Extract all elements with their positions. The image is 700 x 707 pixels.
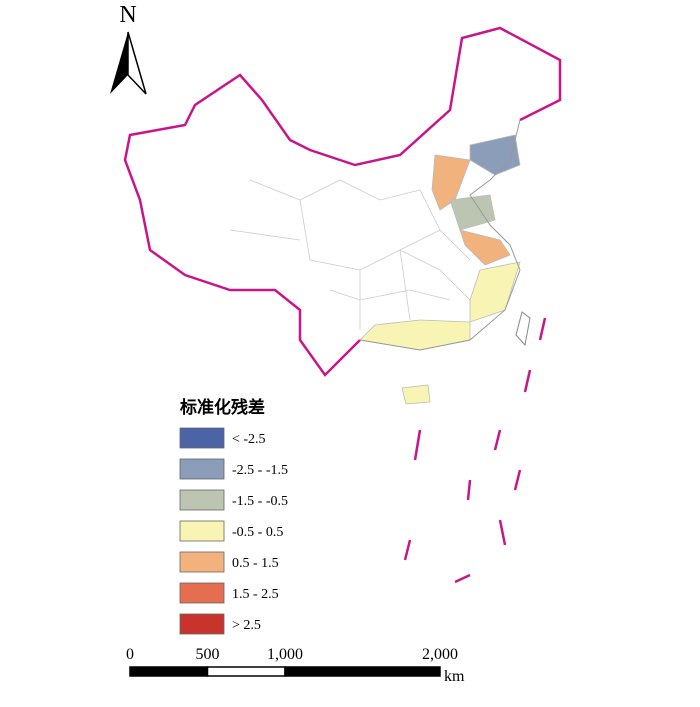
legend: 标准化残差 < -2.5 -2.5 - -1.5 -1.5 - -0.5 -0.5 -…	[179, 397, 288, 635]
legend-swatch	[179, 520, 225, 542]
north-arrow: N	[110, 2, 147, 95]
legend-title: 标准化残差	[180, 397, 265, 418]
legend-swatch	[179, 458, 225, 480]
country	[123, 26, 562, 584]
legend-swatch	[179, 582, 225, 604]
scale-bar: 0 500 1,000 2,000 km	[126, 646, 465, 685]
legend-swatch	[179, 613, 225, 635]
scale-segment	[284, 666, 441, 677]
scale-label: 0	[126, 646, 134, 663]
legend-label: 0.5 - 1.5	[232, 556, 279, 571]
legend-label: < -2.5	[232, 432, 266, 447]
scale-segment	[206, 666, 286, 677]
scale-label: 1,000	[267, 646, 303, 663]
scale-label: 500	[196, 646, 220, 663]
legend-label: -1.5 - -0.5	[232, 494, 288, 509]
scale-label: 2,000	[422, 646, 458, 663]
legend-swatch	[179, 551, 225, 573]
legend-label: > 2.5	[232, 618, 261, 633]
legend-label: -2.5 - -1.5	[232, 463, 288, 478]
legend-swatch	[179, 489, 225, 511]
scale-unit: km	[444, 668, 465, 685]
scale-segment	[129, 666, 209, 677]
legend-label: 1.5 - 2.5	[232, 587, 279, 602]
legend-swatch	[179, 427, 225, 449]
north-label: N	[119, 2, 136, 28]
legend-label: -0.5 - 0.5	[232, 525, 283, 540]
